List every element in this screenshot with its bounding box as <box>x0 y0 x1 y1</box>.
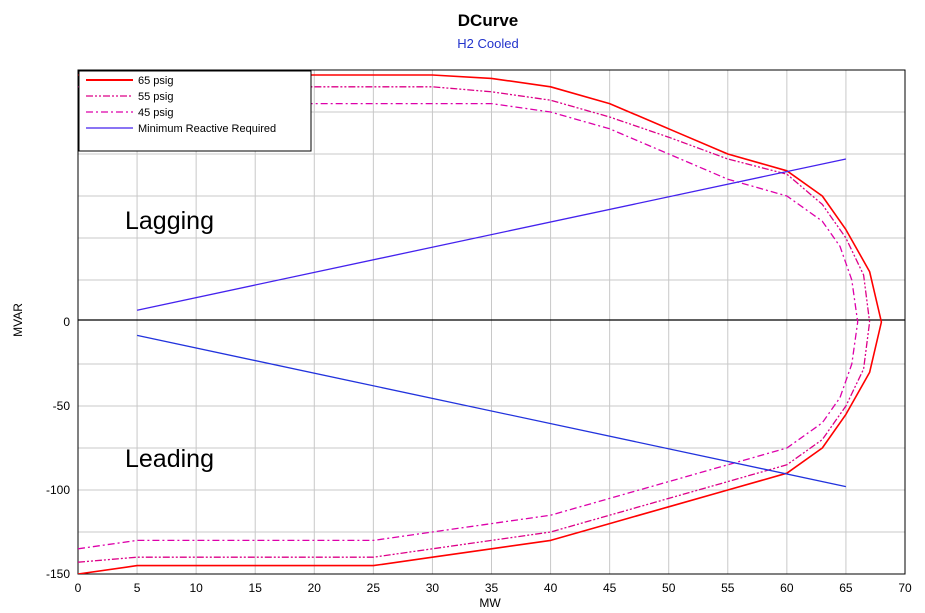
x-tick-label: 40 <box>544 581 558 595</box>
x-tick-label: 5 <box>134 581 141 595</box>
legend-label: 55 psig <box>138 91 173 103</box>
series-line-3 <box>136 158 847 311</box>
y-tick-label: -100 <box>46 483 70 497</box>
y-tick-label: 0 <box>63 315 70 329</box>
x-tick-label: 30 <box>426 581 440 595</box>
series-line-1 <box>78 86 871 563</box>
series-lines <box>78 74 883 574</box>
x-tick-label: 60 <box>780 581 794 595</box>
lagging-label: Lagging <box>125 207 214 235</box>
chart-subtitle: H2 Cooled <box>457 36 518 51</box>
x-axis-label: MW <box>479 596 501 610</box>
legend-label: 45 psig <box>138 107 173 119</box>
x-tick-label: 10 <box>189 581 203 595</box>
x-tick-label: 65 <box>839 581 853 595</box>
series-line-0 <box>78 74 883 574</box>
x-tick-label: 45 <box>603 581 617 595</box>
y-axis-label: MVAR <box>11 303 25 337</box>
x-tick-label: 35 <box>485 581 499 595</box>
legend-box <box>78 70 312 152</box>
chart-title: DCurve <box>458 11 518 30</box>
series-line-2 <box>78 102 859 550</box>
x-tick-label: 0 <box>75 581 82 595</box>
legend: 65 psig 55 psig 45 psig Minimum Reactive Re… <box>78 70 312 152</box>
legend-label: Minimum Reactive Required <box>138 123 276 135</box>
tick-labels: 0 5 10 15 20 25 30 35 40 45 50 55 60 65 70 -150 -100 -50 0 <box>46 315 912 595</box>
x-tick-label: 25 <box>367 581 381 595</box>
series-line-4 <box>136 334 847 488</box>
legend-label: 65 psig <box>138 75 173 87</box>
y-tick-label: -150 <box>46 567 70 581</box>
x-tick-label: 20 <box>308 581 322 595</box>
x-tick-label: 70 <box>898 581 912 595</box>
x-tick-label: 50 <box>662 581 676 595</box>
leading-label: Leading <box>125 445 214 473</box>
x-tick-label: 55 <box>721 581 735 595</box>
x-tick-label: 15 <box>249 581 263 595</box>
y-tick-label: -50 <box>53 399 71 413</box>
plot-area-border <box>77 69 906 575</box>
